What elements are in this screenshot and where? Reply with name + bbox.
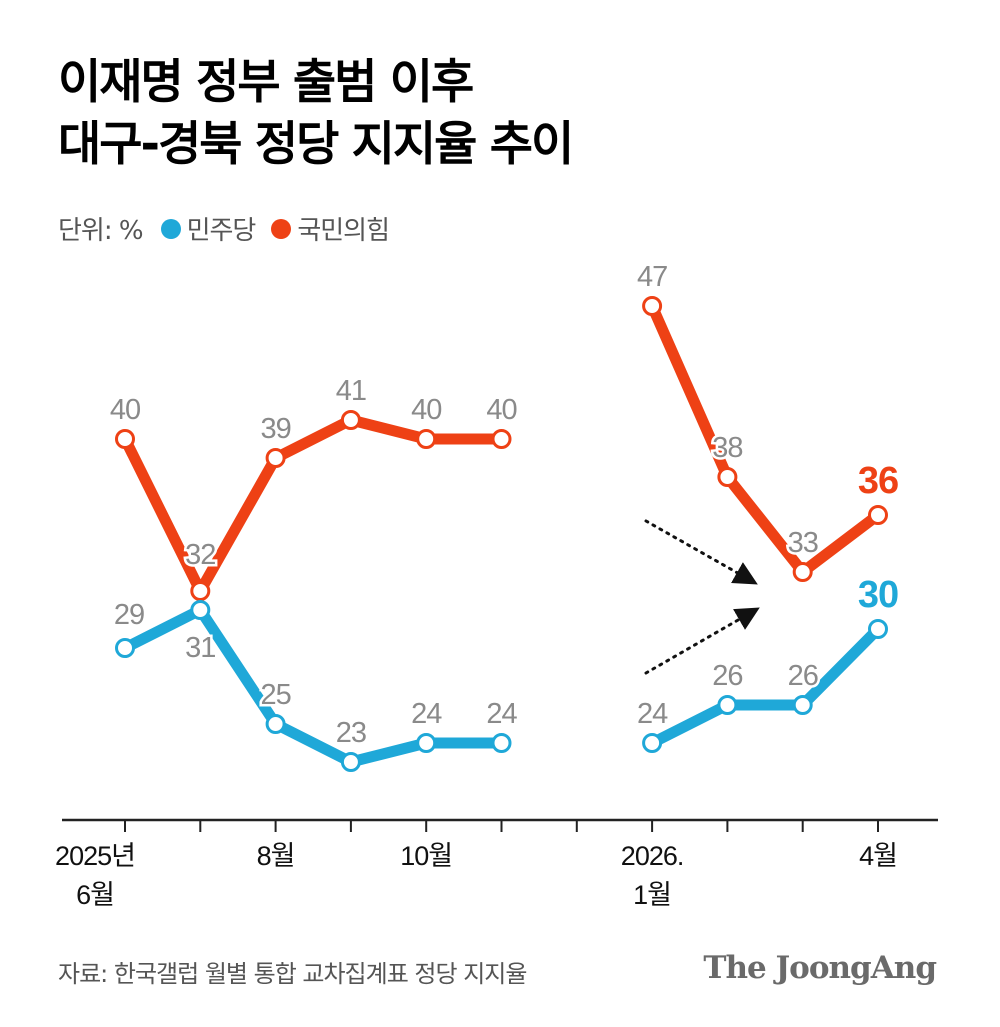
data-label-ppp: 39 [260, 413, 290, 445]
legend-swatch-democratic [160, 218, 181, 239]
data-point-ppp [265, 448, 286, 468]
series-line-democratic [119, 604, 507, 768]
data-point-democratic [340, 752, 361, 772]
data-point-democratic [868, 619, 888, 639]
x-tick-label: 2026. [621, 841, 684, 871]
data-label-democratic: 26 [788, 660, 818, 692]
data-label-democratic: 24 [637, 698, 668, 730]
data-label-democratic: 26 [712, 660, 742, 692]
series-line-ppp [119, 414, 507, 597]
data-label-ppp: 47 [637, 261, 667, 293]
data-label-democratic: 23 [336, 717, 366, 749]
data-point-democratic [642, 733, 663, 753]
line-chart: 2025년 6월 8월 10월 2026. 1월 4월 40 32 39 41 40 40 47 38 33 3… [55, 261, 938, 910]
source-note: 자료: 한국갤럽 월별 통합 교차집계표 정당 지지율 [58, 960, 527, 988]
data-point-ppp [792, 562, 813, 582]
data-label-democratic: 24 [411, 698, 442, 730]
data-point-democratic [115, 638, 135, 658]
data-point-democratic [265, 714, 286, 734]
legend: 단위: % 민주당 국민의힘 [58, 210, 405, 247]
data-label-democratic: 30 [858, 574, 898, 616]
brand-logo: The JoongAng [703, 950, 937, 986]
data-label-democratic: 31 [185, 632, 215, 664]
data-point-ppp [190, 581, 211, 601]
data-label-ppp: 40 [110, 394, 140, 426]
legend-item-ppp: 국민의힘 [271, 210, 390, 247]
data-point-ppp [115, 429, 135, 449]
data-label-ppp: 32 [185, 539, 215, 571]
data-label-ppp: 40 [486, 394, 516, 426]
data-point-ppp [717, 467, 738, 487]
data-label-ppp: 40 [411, 394, 441, 426]
data-label-ppp: 33 [788, 527, 818, 559]
legend-label-democratic: 민주당 [186, 216, 257, 246]
legend-swatch-ppp [271, 218, 292, 239]
chart-title-line1: 이재명 정부 출범 이후 [58, 55, 474, 110]
data-point-democratic [416, 733, 437, 753]
legend-label-ppp: 국민의힘 [297, 216, 390, 246]
x-tick-label: 2025년 [55, 841, 135, 871]
series-line-ppp [646, 300, 884, 578]
data-point-ppp [868, 505, 888, 525]
annotation-arrow-upper [644, 519, 758, 585]
data-point-democratic [491, 733, 512, 753]
x-tick-label: 1월 [633, 880, 671, 910]
data-point-democratic [792, 695, 813, 715]
data-point-democratic [190, 600, 211, 620]
data-label-democratic: 24 [486, 698, 517, 730]
x-tick-label: 6월 [76, 880, 114, 910]
data-label-democratic: 25 [260, 679, 290, 711]
data-point-ppp [340, 410, 361, 430]
x-tick-label: 8월 [257, 841, 295, 871]
data-label-ppp: 38 [712, 432, 742, 464]
chart-title: 이재명 정부 출범 이후 대구-경북 정당 지지율 추이 [58, 52, 574, 176]
series-line-democratic [646, 623, 884, 749]
data-point-ppp [642, 296, 663, 316]
x-tick-label: 4월 [859, 841, 897, 871]
data-point-ppp [416, 429, 437, 449]
data-label-ppp: 41 [336, 375, 366, 407]
unit-label: 단위: % [58, 216, 144, 246]
data-point-democratic [717, 695, 738, 715]
data-point-ppp [491, 429, 512, 449]
data-label-ppp: 36 [858, 460, 898, 502]
legend-item-democratic: 민주당 [160, 210, 257, 247]
x-tick-label: 10월 [400, 841, 452, 871]
chart-title-line2: 대구-경북 정당 지지율 추이 [58, 117, 574, 172]
data-label-democratic: 29 [114, 599, 144, 631]
